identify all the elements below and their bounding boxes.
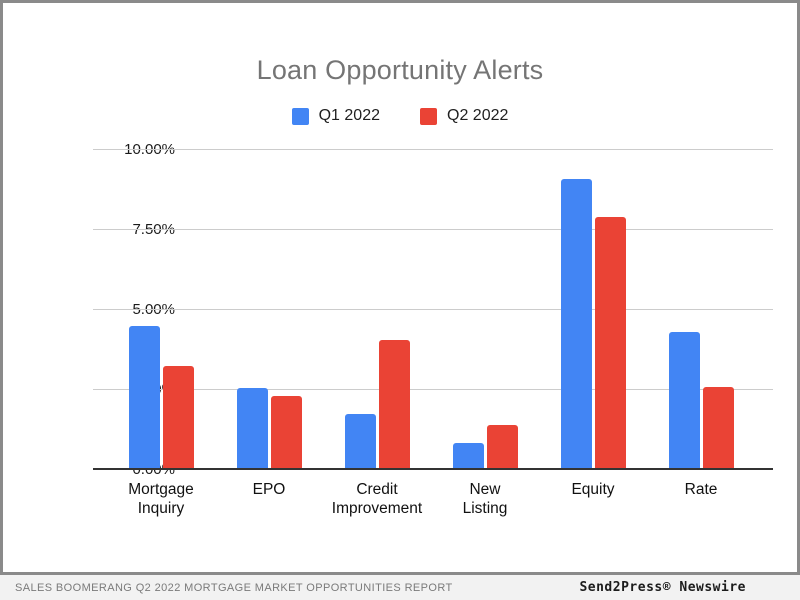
bar-q2-2022-new-listing xyxy=(486,425,518,470)
legend: Q1 2022 Q2 2022 xyxy=(3,107,797,125)
x-tick-epo: EPO xyxy=(252,481,286,498)
bar-group-mortgage-inquiry xyxy=(107,150,215,470)
bar-group-credit-improvement xyxy=(323,150,431,470)
bar-group-rate xyxy=(647,150,755,470)
bar-q1-2022-rate xyxy=(668,332,700,470)
bar-q1-2022-equity xyxy=(560,178,592,470)
gridline-7-50- xyxy=(93,229,773,230)
gridline-5-00- xyxy=(93,309,773,310)
x-tick-mortgage-inquiry: Mortgage Inquiry xyxy=(128,481,194,517)
bar-group-new-listing xyxy=(431,150,539,470)
x-tick-new-listing: New Listing xyxy=(462,481,508,517)
gridline-0-00- xyxy=(93,468,773,470)
bar-q2-2022-rate xyxy=(702,386,734,470)
gridline-10-00- xyxy=(93,149,773,150)
bar-q2-2022-equity xyxy=(594,217,626,470)
chart-panel: Loan Opportunity Alerts Q1 2022 Q2 2022 … xyxy=(0,0,800,575)
x-tick-rate: Rate xyxy=(684,481,718,498)
bar-q1-2022-credit-improvement xyxy=(344,414,376,470)
bar-q2-2022-credit-improvement xyxy=(378,340,410,470)
bar-group-equity xyxy=(539,150,647,470)
gridline-2-50- xyxy=(93,389,773,390)
legend-item-q1: Q1 2022 xyxy=(291,107,380,125)
bar-q1-2022-epo xyxy=(236,388,268,470)
bar-q2-2022-epo xyxy=(270,396,302,470)
caption-source-text: SALES BOOMERANG Q2 2022 MORTGAGE MARKET … xyxy=(15,581,453,594)
chart-title: Loan Opportunity Alerts xyxy=(256,55,544,85)
q1-color-swatch xyxy=(291,107,309,125)
bar-group-epo xyxy=(215,150,323,470)
caption-bar: SALES BOOMERANG Q2 2022 MORTGAGE MARKET … xyxy=(0,575,800,600)
x-tick-equity: Equity xyxy=(571,481,615,498)
bar-q2-2022-mortgage-inquiry xyxy=(162,366,194,470)
x-axis-labels: Mortgage Inquiry EPO Credit Improvement New… xyxy=(107,480,755,518)
bar-q1-2022-mortgage-inquiry xyxy=(128,326,160,470)
bar-series-container xyxy=(107,150,755,470)
newswire-brand-text: Send2Press® Newswire xyxy=(579,580,746,595)
legend-label-q2: Q2 2022 xyxy=(447,107,509,124)
legend-item-q2: Q2 2022 xyxy=(420,107,508,125)
q2-color-swatch xyxy=(420,107,437,125)
legend-label-q1: Q1 2022 xyxy=(318,107,380,124)
x-tick-credit-improvement: Credit Improvement xyxy=(331,481,423,517)
bar-q1-2022-new-listing xyxy=(452,442,484,470)
